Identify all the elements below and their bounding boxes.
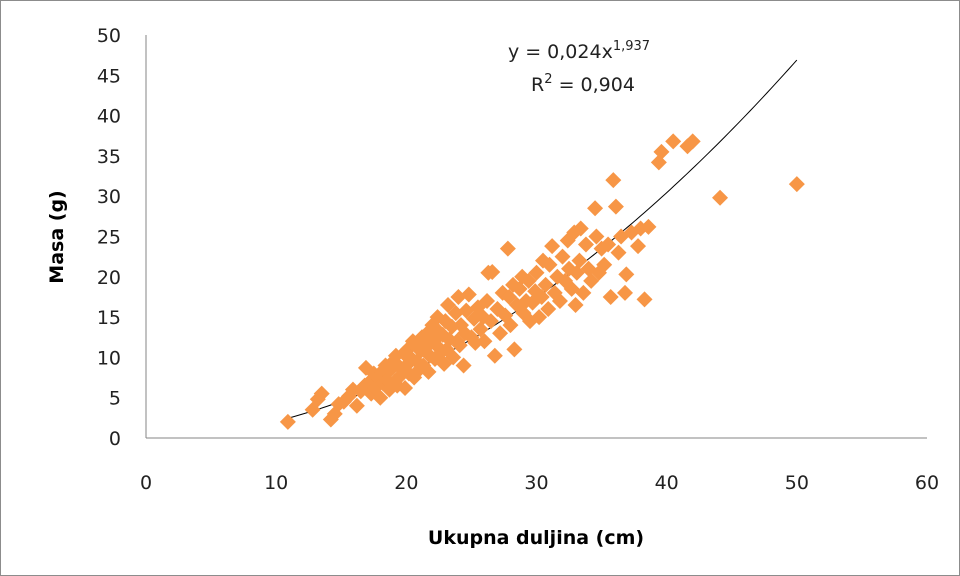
data-point [640, 218, 657, 235]
data-point [588, 228, 605, 245]
x-tick-label: 60 [915, 472, 939, 494]
x-tick-label: 40 [655, 472, 679, 494]
x-axis-title: Ukupna duljina (cm) [428, 527, 644, 549]
data-point [484, 263, 501, 280]
data-point [451, 337, 468, 354]
data-point [533, 288, 550, 305]
data-point [712, 189, 729, 206]
r-squared-label: R2 = 0,904 [531, 72, 635, 96]
y-tick-label: 45 [97, 65, 121, 87]
data-point [610, 244, 627, 261]
x-tick-label: 30 [524, 472, 548, 494]
y-axis-title: Masa (g) [46, 190, 68, 283]
y-tick-label: 50 [97, 25, 121, 47]
equation-exponent: 1,937 [613, 39, 650, 54]
data-point [636, 291, 653, 308]
data-point [600, 236, 617, 253]
data-point [397, 380, 414, 397]
y-tick-label: 15 [97, 307, 121, 329]
data-point [420, 363, 437, 380]
data-point [653, 143, 670, 160]
y-tick-label: 25 [97, 227, 121, 249]
data-point [551, 292, 568, 309]
data-point [502, 317, 519, 334]
equation-main: y = 0,024x [508, 41, 613, 63]
r-squared-r: R [531, 74, 544, 96]
data-point [587, 200, 604, 217]
y-tick-label: 40 [97, 106, 121, 128]
data-point [348, 397, 365, 414]
data-point [486, 347, 503, 364]
data-point [460, 286, 477, 303]
y-tick-label: 10 [97, 347, 121, 369]
data-point [511, 280, 528, 297]
data-point [531, 309, 548, 326]
data-point [528, 264, 545, 281]
data-point [572, 220, 589, 237]
data-point [482, 313, 499, 330]
data-point [577, 236, 594, 253]
x-tick-label: 10 [264, 472, 288, 494]
y-tick-label: 20 [97, 267, 121, 289]
x-tick-label: 50 [785, 472, 809, 494]
plot-area [279, 59, 805, 430]
data-point [567, 297, 584, 314]
r-squared-value: = 0,904 [553, 74, 635, 96]
data-point [537, 276, 554, 293]
y-tick-label: 30 [97, 186, 121, 208]
x-tick-label: 20 [394, 472, 418, 494]
data-point [607, 198, 624, 215]
data-point [665, 133, 682, 150]
equation-label: y = 0,024x1,937 [508, 39, 650, 63]
data-point [372, 389, 389, 406]
data-point [788, 176, 805, 193]
data-point [541, 256, 558, 273]
data-point [617, 284, 634, 301]
data-point [630, 238, 647, 255]
data-point [445, 349, 462, 366]
data-point [602, 288, 619, 305]
y-tick-label: 0 [109, 428, 121, 450]
data-point [313, 385, 330, 402]
data-point [571, 252, 588, 269]
axis-ticks: 0 10 20 30 40 50 60 0 5 10 15 20 25 30 35 40 45 50 [97, 25, 939, 494]
y-tick-label: 35 [97, 146, 121, 168]
data-point [684, 133, 701, 150]
data-point [499, 240, 516, 257]
r-squared-sup: 2 [544, 72, 552, 87]
data-point [544, 238, 561, 255]
data-point [476, 333, 493, 350]
data-point [554, 248, 571, 265]
data-point [618, 266, 635, 283]
x-tick-label: 0 [140, 472, 152, 494]
y-tick-label: 5 [109, 388, 121, 410]
data-point [455, 357, 472, 374]
data-point [540, 301, 557, 318]
data-point [279, 413, 296, 430]
data-point [575, 284, 592, 301]
data-point [596, 256, 613, 273]
data-point [479, 292, 496, 309]
data-points [279, 133, 805, 430]
data-point [472, 321, 489, 338]
data-point [492, 325, 509, 342]
data-point [506, 341, 523, 358]
data-point [605, 172, 622, 189]
